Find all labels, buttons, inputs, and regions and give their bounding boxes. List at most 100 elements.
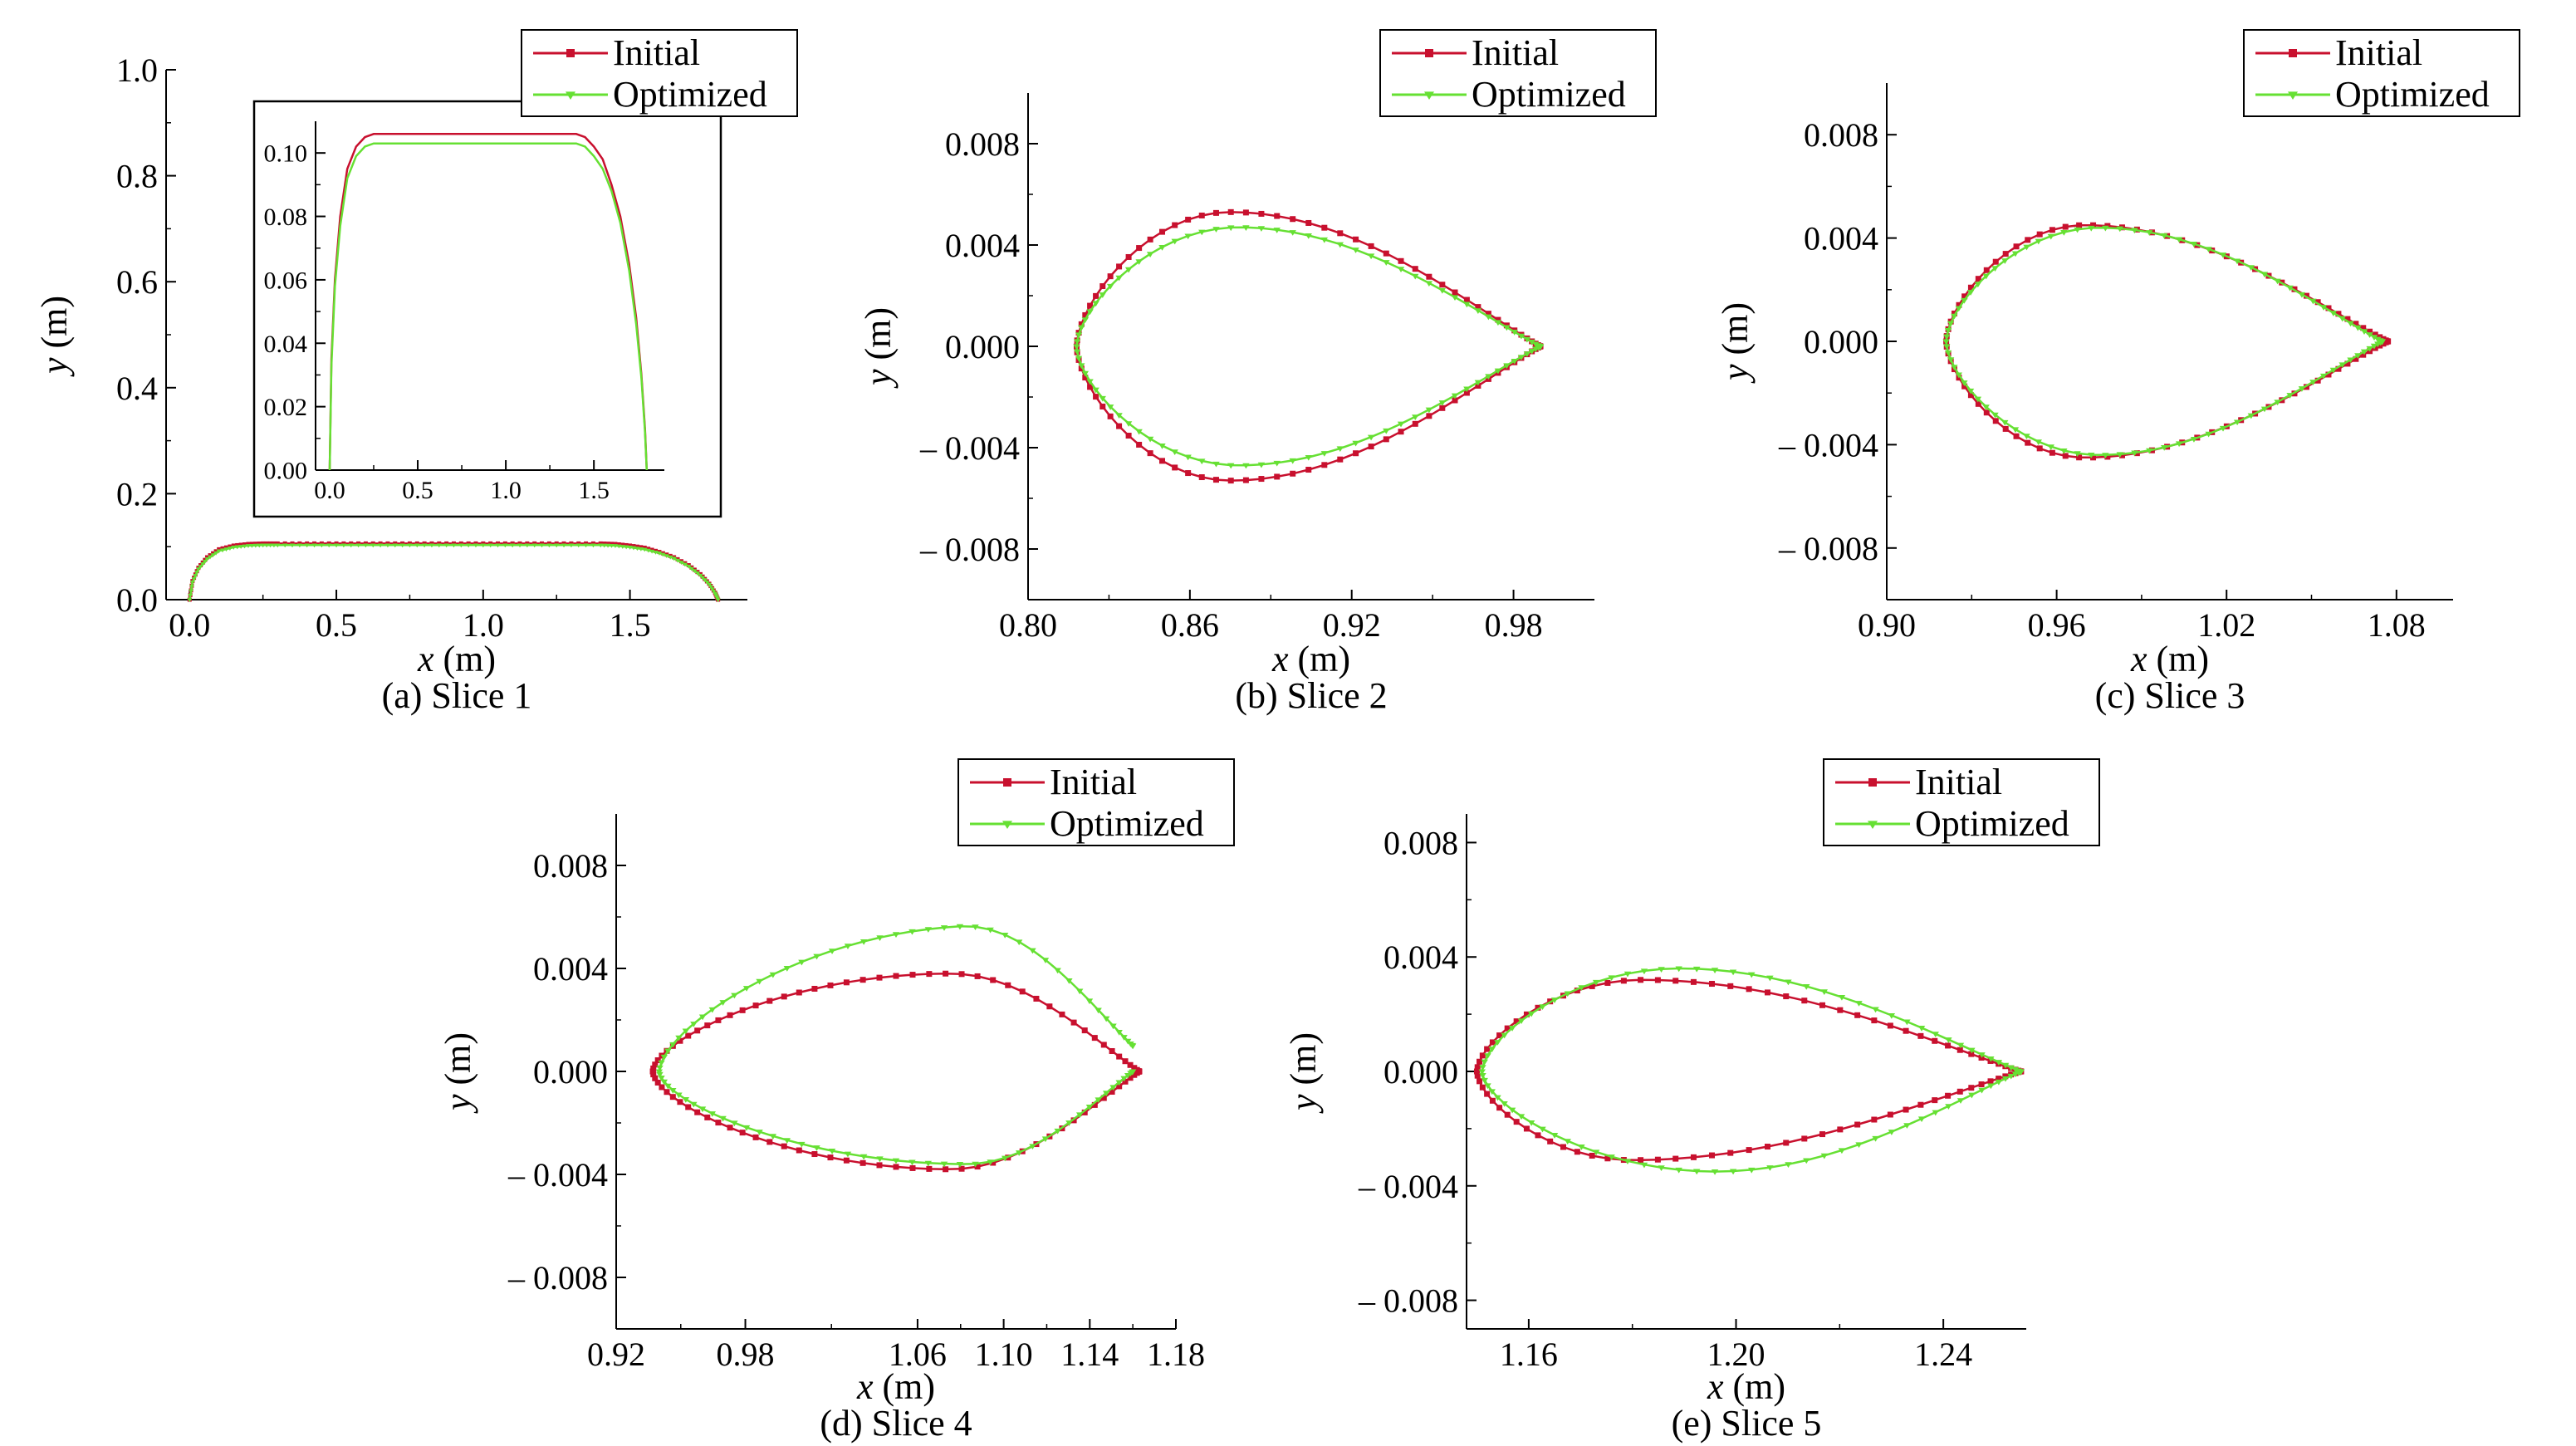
data-point — [876, 935, 884, 942]
data-point — [1305, 233, 1312, 239]
panel-caption: (b) Slice 2 — [1235, 675, 1387, 716]
data-point — [704, 580, 710, 585]
data-point — [2047, 233, 2054, 240]
data-point — [1951, 310, 1957, 316]
data-point — [191, 577, 197, 581]
data-point — [1124, 1038, 1132, 1045]
data-point — [719, 1115, 727, 1122]
data-point — [1955, 306, 1962, 312]
data-point — [443, 543, 449, 548]
data-point — [605, 542, 610, 547]
data-point — [698, 1014, 707, 1021]
x-tick-label: 1.0 — [490, 477, 522, 504]
x-tick-label: 0.98 — [717, 1336, 775, 1373]
data-point — [2160, 445, 2168, 451]
data-point — [1887, 1022, 1893, 1029]
data-point — [2160, 233, 2168, 239]
data-point — [634, 547, 640, 551]
data-point — [2274, 278, 2281, 285]
data-point — [363, 541, 368, 546]
data-point — [1095, 1007, 1102, 1014]
data-point — [1397, 421, 1405, 428]
data-point — [1099, 283, 1106, 290]
data-point — [616, 544, 622, 549]
data-point — [1982, 404, 1990, 410]
data-point — [1452, 289, 1458, 296]
y-tick-label: 0.004 — [1804, 220, 1878, 257]
data-point — [296, 543, 302, 548]
data-point — [1475, 382, 1481, 389]
legend-box — [1379, 29, 1657, 117]
data-point — [1412, 414, 1419, 420]
data-point — [1766, 975, 1774, 982]
data-point — [972, 924, 979, 930]
data-point — [1086, 379, 1094, 385]
data-point — [664, 1089, 670, 1096]
data-point — [893, 973, 899, 979]
data-point — [1550, 997, 1559, 1003]
y-tick-label: 1.0 — [116, 51, 158, 89]
data-point — [1477, 1058, 1483, 1065]
data-point — [1764, 1144, 1770, 1150]
data-point — [220, 548, 226, 553]
data-point — [1501, 1101, 1508, 1107]
data-point — [1099, 395, 1106, 402]
data-point — [876, 1156, 884, 1163]
data-point — [234, 545, 240, 550]
data-point — [590, 541, 595, 546]
data-point — [1917, 1116, 1926, 1123]
data-point — [451, 541, 456, 546]
data-point — [2377, 342, 2383, 349]
data-point — [664, 1083, 672, 1090]
chart-panel-a: 0.0 0.5 1.0 1.5 0.0 0.2 0.4 0.6 0.8 1.0 0.0 0.5 1.0 1… — [34, 29, 798, 716]
data-point — [1086, 309, 1094, 316]
data-point — [652, 1061, 659, 1068]
data-point — [1539, 1004, 1546, 1011]
y-axis-label: y (m) — [438, 1032, 478, 1114]
data-point — [1305, 467, 1312, 473]
data-point — [1321, 224, 1328, 231]
data-point — [659, 1084, 665, 1091]
data-point — [1819, 1131, 1826, 1138]
data-point — [561, 541, 566, 546]
data-point — [1987, 1056, 1995, 1062]
data-point — [363, 543, 369, 548]
data-point — [1003, 778, 1011, 787]
data-point — [1081, 1027, 1088, 1034]
data-point — [1764, 989, 1770, 996]
data-point — [1337, 230, 1344, 237]
data-point — [926, 971, 933, 978]
data-point — [480, 543, 486, 548]
data-point — [290, 541, 295, 546]
data-point — [1494, 368, 1502, 375]
data-point — [1729, 969, 1737, 976]
data-point — [631, 546, 637, 551]
data-point — [399, 543, 405, 548]
data-point — [660, 1079, 668, 1086]
data-point — [2286, 393, 2294, 399]
data-point — [700, 576, 706, 581]
chart-panel-e: 1.16 1.20 1.24 – 0.008 – 0.004 0.000 0.004 0.00… — [1283, 758, 2100, 1444]
y-tick-label: 0.000 — [533, 1053, 608, 1091]
data-point — [1956, 301, 1962, 308]
data-point — [2088, 453, 2095, 458]
data-point — [319, 543, 325, 548]
data-point — [1967, 392, 1974, 399]
data-point — [1536, 344, 1545, 350]
data-point — [1081, 1109, 1088, 1115]
data-point — [1966, 290, 1975, 296]
data-point — [2344, 360, 2351, 367]
data-point — [1608, 975, 1615, 982]
data-point — [1242, 463, 1250, 469]
data-point — [1640, 968, 1648, 975]
data-point — [458, 541, 463, 546]
data-point — [228, 544, 233, 549]
data-point — [1995, 1060, 2003, 1066]
data-point — [1438, 400, 1447, 406]
data-point — [326, 541, 331, 546]
legend-label-optimized: Optimized — [1472, 74, 1626, 115]
data-point — [1982, 273, 1990, 280]
y-tick-label: 0.008 — [1804, 116, 1878, 154]
data-point — [1523, 1125, 1530, 1132]
data-point — [1172, 222, 1178, 228]
